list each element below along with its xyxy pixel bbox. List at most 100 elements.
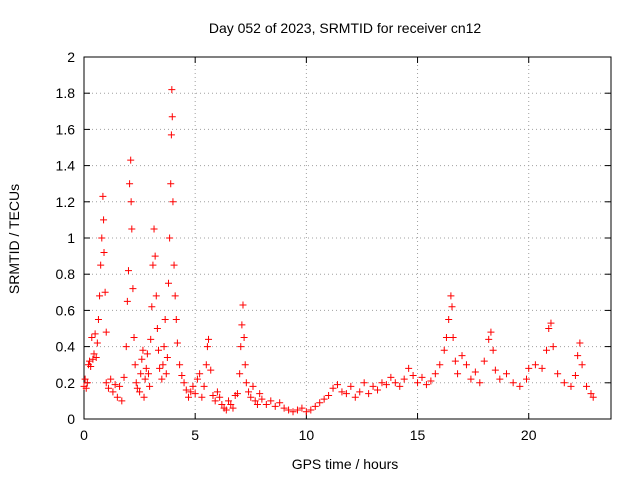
data-point: [187, 388, 195, 396]
data-point: [267, 397, 275, 405]
data-point: [89, 355, 97, 363]
data-point: [196, 370, 204, 378]
data-point: [576, 339, 584, 347]
y-tick-label: 0.8: [56, 266, 76, 282]
data-point: [391, 379, 399, 387]
data-point: [225, 397, 233, 405]
data-point: [83, 379, 91, 387]
data-point: [180, 379, 188, 387]
x-tick-labels: 0 5 10 15 20: [80, 427, 537, 443]
data-point: [127, 198, 135, 206]
data-point: [311, 402, 319, 410]
data-point: [247, 393, 255, 401]
data-point: [396, 382, 404, 390]
data-point: [238, 321, 246, 329]
data-point: [185, 393, 193, 401]
data-point: [448, 303, 456, 311]
data-point: [136, 388, 144, 396]
x-tick-label: 5: [191, 427, 199, 443]
x-tick-label: 20: [521, 427, 537, 443]
data-point: [91, 330, 99, 338]
data-point: [365, 390, 373, 398]
data-point: [151, 252, 159, 260]
x-tick-label: 0: [80, 427, 88, 443]
data-point: [578, 361, 586, 369]
data-point: [138, 355, 146, 363]
data-point: [189, 382, 197, 390]
data-point: [207, 366, 215, 374]
data-point: [81, 375, 89, 383]
data-point: [409, 372, 417, 380]
data-point: [545, 325, 553, 332]
data-point: [462, 361, 470, 369]
data-point: [480, 357, 488, 365]
data-point: [159, 361, 167, 369]
data-point: [302, 408, 310, 416]
x-tick-label: 15: [410, 427, 426, 443]
data-point: [170, 261, 178, 269]
data-point: [156, 364, 164, 372]
data-point: [378, 379, 386, 387]
chart-title: Day 052 of 2023, SRMTID for receiver cn1…: [209, 20, 482, 36]
data-point: [104, 384, 112, 392]
data-point: [356, 388, 364, 396]
data-point: [454, 370, 462, 378]
data-point: [100, 248, 108, 256]
data-point: [131, 361, 139, 369]
data-point: [150, 225, 158, 233]
y-axis-label: SRMTID / TECUs: [6, 184, 22, 294]
data-point: [249, 382, 257, 390]
data-point: [120, 373, 128, 381]
data-point: [374, 386, 382, 394]
data-point: [316, 399, 324, 407]
data-point: [202, 361, 210, 369]
data-point: [227, 401, 235, 409]
data-point: [262, 401, 270, 409]
data-point: [418, 373, 426, 381]
data-point: [168, 86, 176, 94]
y-tick-label: 1.4: [56, 158, 76, 174]
data-point: [239, 301, 247, 309]
data-point: [422, 381, 430, 389]
data-point: [329, 384, 337, 392]
data-point: [574, 352, 582, 360]
data-point: [476, 379, 484, 387]
data-point: [162, 370, 170, 378]
data-point: [100, 216, 108, 224]
data-point: [198, 393, 206, 401]
data-point: [109, 388, 117, 396]
data-point: [205, 335, 213, 343]
data-point: [148, 303, 156, 311]
data-point: [382, 381, 390, 389]
data-point: [449, 334, 457, 342]
data-point: [516, 382, 524, 390]
y-tick-label: 0.2: [56, 375, 76, 391]
data-point: [168, 113, 176, 121]
data-point: [191, 390, 199, 398]
data-point: [491, 366, 499, 374]
data-point: [241, 361, 249, 369]
data-point: [496, 375, 504, 383]
data-point: [307, 406, 315, 414]
y-tick-label: 1.8: [56, 85, 76, 101]
data-point: [167, 131, 175, 139]
data-point: [143, 350, 151, 358]
data-point: [213, 388, 221, 396]
data-point: [233, 390, 241, 398]
data-point: [94, 315, 102, 323]
data-point: [502, 370, 510, 378]
data-point: [99, 192, 107, 200]
data-point: [293, 406, 301, 414]
data-point: [531, 361, 539, 369]
data-point: [193, 375, 201, 383]
data-point: [88, 334, 96, 342]
data-point: [129, 285, 137, 293]
data-point: [149, 261, 157, 269]
data-point: [161, 315, 169, 323]
data-point: [240, 334, 248, 342]
data-point: [132, 379, 140, 387]
data-point: [216, 393, 224, 401]
data-point: [447, 292, 455, 300]
y-tick-label: 0.4: [56, 339, 76, 355]
